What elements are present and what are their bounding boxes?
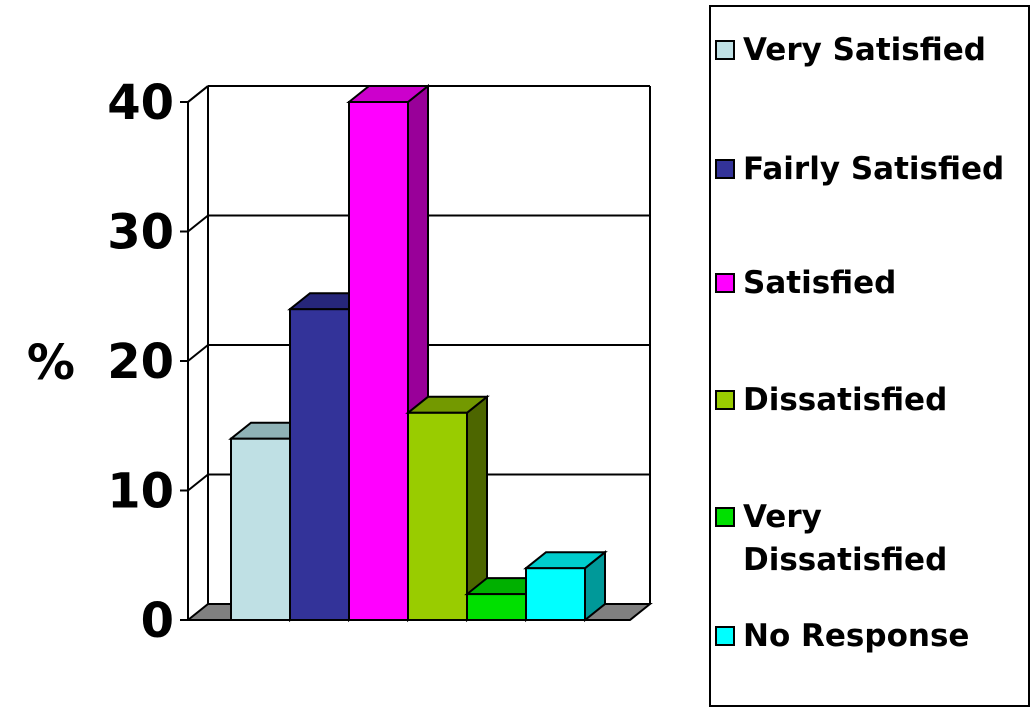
legend-item: Very Satisfied — [715, 29, 986, 72]
bar-front — [466, 593, 527, 621]
bar-dissatisfied — [405, 394, 490, 623]
gridline-side — [187, 85, 209, 103]
legend-swatch — [715, 273, 735, 293]
y-tick-label: 40 — [107, 75, 174, 131]
y-tick-label: 20 — [107, 334, 174, 390]
legend-label: Very Dissatisfied — [743, 499, 948, 578]
bar-front — [348, 101, 409, 621]
y-tick-label: 10 — [107, 464, 174, 520]
bar-front — [230, 437, 291, 622]
gridline-side — [187, 473, 209, 492]
legend-item: No Response — [715, 615, 969, 658]
bars-layer — [228, 83, 608, 623]
bar-front — [289, 308, 350, 621]
legend-label: Satisfied — [743, 265, 897, 301]
y-tick-labels: 0 10 20 30 40 — [107, 75, 174, 649]
legend-item: Dissatisfied — [715, 379, 947, 422]
bar-front — [407, 411, 468, 621]
legend-label: Dissatisfied — [743, 382, 948, 418]
bar-no-response — [523, 550, 608, 623]
legend-swatch — [715, 390, 735, 410]
legend-label: Fairly Satisfied — [743, 151, 1005, 187]
legend-label: No Response — [743, 618, 970, 654]
y-tick-label: 30 — [107, 205, 174, 261]
y-axis-title: % — [27, 335, 75, 391]
gridline-side — [187, 344, 209, 362]
legend-swatch — [715, 626, 735, 646]
bar-front — [525, 567, 586, 622]
legend-item: Satisfied — [715, 262, 896, 305]
legend-swatch — [715, 159, 735, 179]
bar-chart: 0 10 20 30 40 % — [27, 75, 653, 649]
legend-swatch — [715, 40, 735, 60]
legend-label: Very Satisfied — [743, 32, 986, 68]
y-tick-label: 0 — [141, 593, 174, 649]
legend-item: Very Dissatisfied — [715, 496, 948, 582]
legend-item: Fairly Satisfied — [715, 148, 1004, 191]
legend-swatch — [715, 507, 735, 527]
chart-legend: Very Satisfied Fairly Satisfied Satisfied D… — [709, 5, 1030, 707]
gridline-side — [187, 214, 209, 233]
